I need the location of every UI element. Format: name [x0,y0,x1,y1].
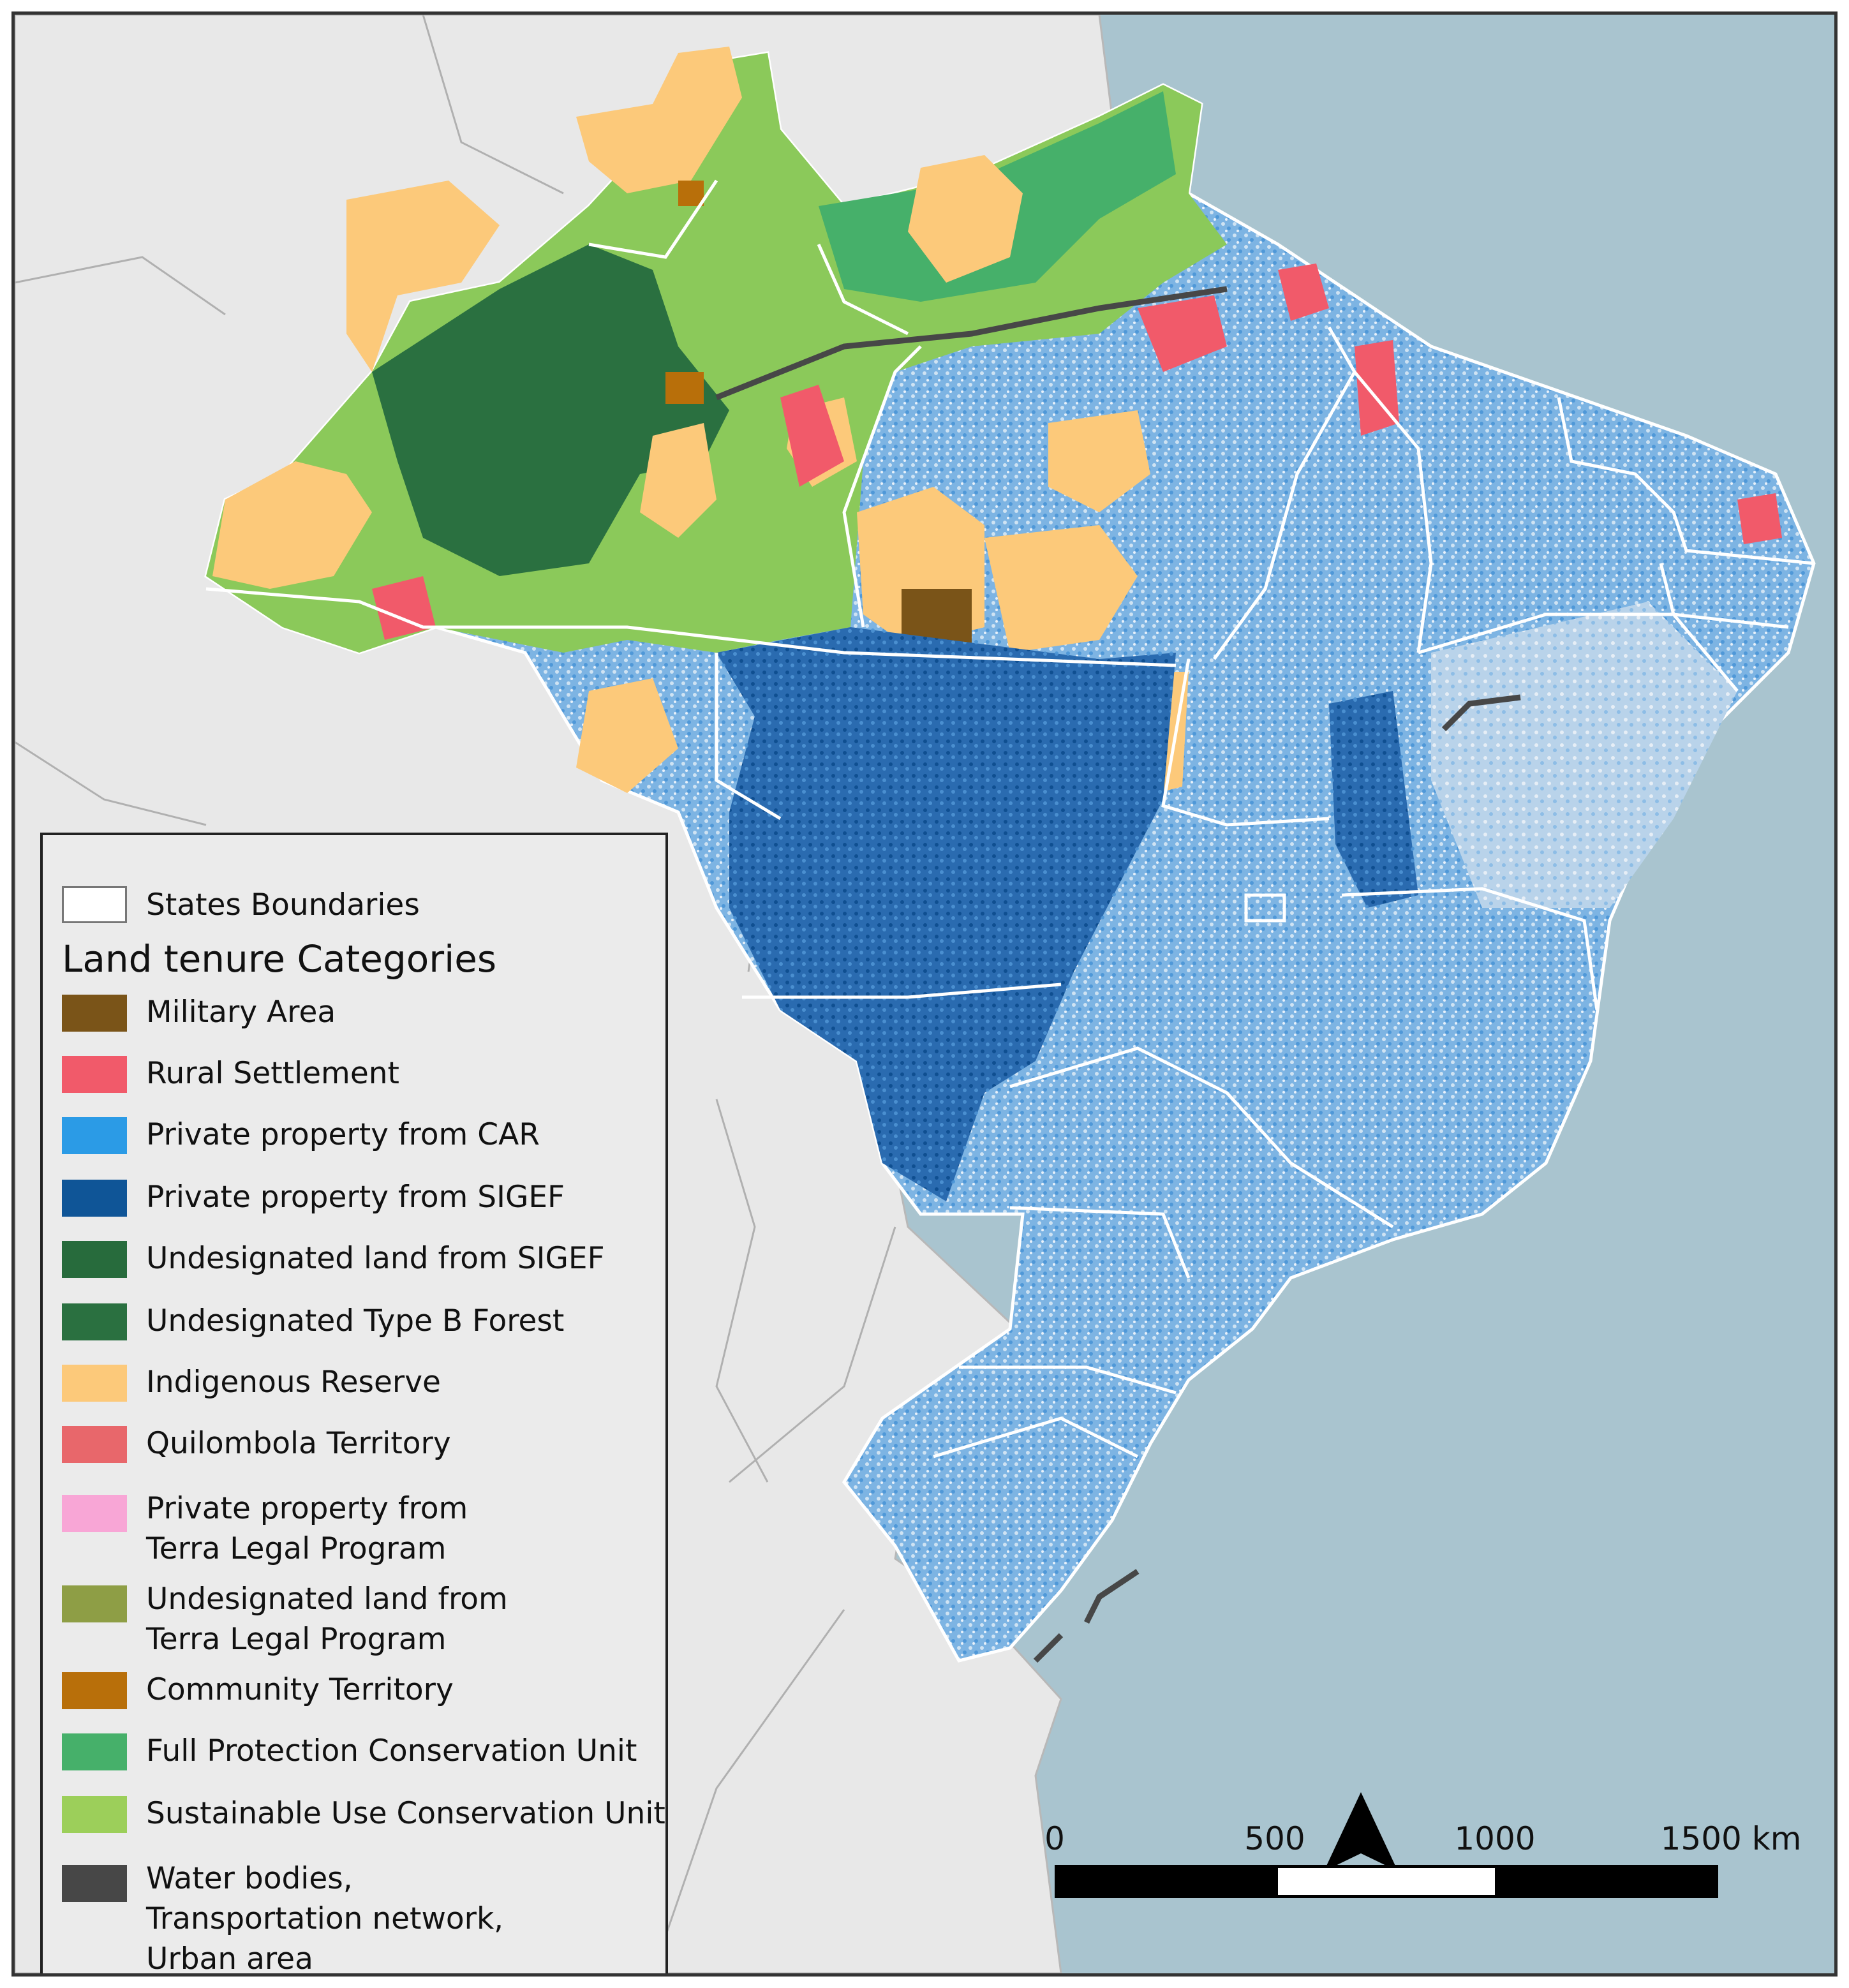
legend-label: Undesignated land from SIGEF [146,1241,605,1276]
scale-bar [1055,1865,1718,1898]
legend-row [62,1796,127,1833]
legend-label: Undesignated land from [146,1582,508,1617]
legend-swatch [62,995,127,1032]
legend-label: Community Territory [146,1672,454,1707]
legend-swatch [62,1426,127,1463]
legend-label: Terra Legal Program [146,1531,447,1566]
north-arrow-icon [1324,1792,1398,1871]
legend-label: Undesignated Type B Forest [146,1303,565,1339]
map-legend: States Boundaries Land tenure Categories… [40,833,668,1977]
scale-label-500: 500 [1244,1820,1305,1857]
legend-label-states: States Boundaries [146,887,420,923]
legend-row [62,995,127,1032]
legend-swatch [62,1672,127,1709]
north-east-inland-zone [1329,691,1418,908]
legend-label: Rural Settlement [146,1056,399,1091]
map-frame: States Boundaries Land tenure Categories… [11,11,1838,1977]
legend-row [62,1117,127,1154]
legend-swatch [62,1056,127,1093]
legend-row [62,1426,127,1463]
legend-row-states [62,886,127,923]
scale-label-1500: 1500 km [1660,1820,1802,1857]
legend-swatch [62,1241,127,1278]
legend-row [62,1733,127,1770]
north-east-coast-zone [1431,602,1737,908]
dark-green-zone [372,244,729,576]
legend-label: Quilombola Territory [146,1426,451,1461]
legend-swatch [62,1303,127,1340]
legend-swatch [62,1865,127,1902]
central-west-zone [717,627,1176,1201]
legend-label: Military Area [146,995,336,1030]
legend-row [62,1495,127,1532]
legend-swatch-states [62,886,127,923]
legend-row [62,1865,127,1902]
legend-row [62,1241,127,1278]
legend-label: Private property from CAR [146,1117,540,1152]
scale-segment-3 [1495,1865,1718,1898]
legend-swatch [62,1585,127,1622]
state-boundaries [205,179,1815,1458]
legend-label: Private property from SIGEF [146,1180,565,1215]
legend-swatch [62,1117,127,1154]
legend-row [62,1672,127,1709]
legend-label: Transportation network, [146,1901,504,1936]
legend-label: Terra Legal Program [146,1622,447,1657]
water-urban-features [715,286,1521,1663]
legend-row [62,1585,127,1622]
scale-label-1000: 1000 [1454,1820,1536,1857]
legend-label: Full Protection Conservation Unit [146,1733,637,1769]
legend-row [62,1365,127,1402]
scale-segment-1 [1055,1865,1278,1898]
legend-swatch [62,1495,127,1532]
legend-swatch [62,1733,127,1770]
legend-label: Urban area [146,1941,313,1977]
legend-title: Land tenure Categories [62,937,497,981]
scale-segment-2 [1275,1865,1498,1898]
legend-row [62,1180,127,1217]
legend-swatch [62,1796,127,1833]
legend-row [62,1056,127,1093]
legend-swatch [62,1180,127,1217]
legend-swatch [62,1365,127,1402]
legend-label: Private property from [146,1491,468,1526]
legend-row [62,1303,127,1340]
scale-label-0: 0 [1044,1820,1065,1857]
legend-label: Indigenous Reserve [146,1365,441,1400]
community-territory [665,181,704,404]
legend-label: Sustainable Use Conservation Unit [146,1796,665,1831]
legend-label: Water bodies, [146,1861,353,1896]
